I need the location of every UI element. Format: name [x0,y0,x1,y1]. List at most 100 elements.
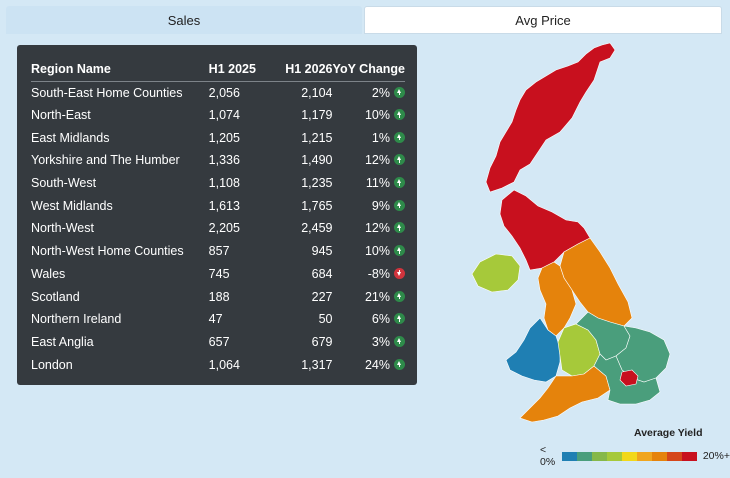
table-row[interactable]: East Anglia 657 679 3% [31,331,405,354]
yoy-change-cell: 11% [333,172,405,195]
region-name-cell: West Midlands [31,198,113,213]
h1-2026-cell: 227 [311,289,333,304]
yoy-change-value: 10% [364,244,390,259]
h1-2026-cell: 1,179 [301,108,333,123]
header-yoy-change[interactable]: YoY Change [332,57,405,82]
h1-2025-cell: 1,336 [208,153,240,168]
yoy-change-cell: 6% [333,308,405,331]
legend-min-label: < 0% [540,444,556,468]
legend-max-label: 20%+ [702,450,730,462]
arrow-up-icon [394,245,405,257]
table-row[interactable]: South-East Home Counties 2,056 2,104 2% [31,81,405,104]
table-row[interactable]: North-East 1,074 1,179 10% [31,104,405,127]
region-name-cell: Scotland [31,289,80,304]
yoy-change-value: 2% [371,85,390,100]
region-name-cell: North-West [31,221,94,236]
table-row[interactable]: North-West Home Counties 857 945 10% [31,240,405,263]
h1-2025-cell: 47 [208,312,223,327]
yoy-change-value: 1% [371,130,390,145]
table-row[interactable]: Yorkshire and The Humber 1,336 1,490 12% [31,149,405,172]
h1-2025-cell: 857 [208,244,230,259]
header-h1-2026[interactable]: H1 2026 [274,57,333,82]
legend-swatch [666,451,682,461]
map-region-south-west[interactable] [519,365,611,423]
arrow-up-icon [394,86,405,98]
legend: < 0% 20%+ [540,444,730,468]
h1-2026-cell: 2,104 [301,85,333,100]
region-name-cell: East Midlands [31,130,110,145]
legend-swatch [591,451,607,461]
legend-swatch [651,451,667,461]
h1-2026-cell: 1,490 [301,153,333,168]
yoy-change-cell: 3% [333,331,405,354]
arrow-up-icon [394,290,405,302]
sales-table-panel: Region Name H1 2025 H1 2026 YoY Change S… [17,45,417,385]
arrow-down-icon [394,267,405,279]
yoy-change-cell: 12% [333,149,405,172]
yoy-change-cell: 9% [333,194,405,217]
tab-avg-price[interactable]: Avg Price [364,6,722,34]
table-row[interactable]: Northern Ireland 47 50 6% [31,308,405,331]
yoy-change-cell: 10% [333,104,405,127]
table-row[interactable]: North-West 2,205 2,459 12% [31,217,405,240]
yoy-change-cell: 21% [333,285,405,308]
legend-swatch [636,451,652,461]
legend-swatch [561,451,577,461]
legend-title: Average Yield [634,427,703,439]
h1-2026-cell: 1,765 [301,198,333,213]
arrow-up-icon [394,109,405,121]
region-name-cell: Wales [31,266,66,281]
header-h1-2025[interactable]: H1 2025 [208,57,275,82]
map-region-london[interactable] [619,369,639,387]
arrow-up-icon [394,313,405,325]
map-region-scotland[interactable] [485,42,616,271]
yoy-change-value: 9% [371,198,390,213]
map-region-wales[interactable] [505,317,561,383]
yoy-change-value: 24% [364,357,390,372]
h1-2026-cell: 679 [311,334,333,349]
map-region-northern-ireland[interactable] [471,253,521,293]
yoy-change-value: 12% [364,153,390,168]
h1-2026-cell: 684 [311,266,333,281]
table-row[interactable]: South-West 1,108 1,235 11% [31,172,405,195]
arrow-up-icon [394,358,405,370]
h1-2026-cell: 1,317 [301,357,333,372]
h1-2026-cell: 2,459 [301,221,333,236]
header-region-name[interactable]: Region Name [31,57,209,82]
table-row[interactable]: West Midlands 1,613 1,765 9% [31,194,405,217]
region-name-cell: East Anglia [31,334,94,349]
table-body: South-East Home Counties 2,056 2,104 2% Nort… [31,81,405,376]
legend-swatch [681,451,697,461]
region-name-cell: Yorkshire and The Humber [31,153,180,168]
h1-2025-cell: 1,074 [208,108,240,123]
h1-2025-cell: 1,205 [208,130,240,145]
table-row[interactable]: London 1,064 1,317 24% [31,353,405,376]
yoy-change-cell: 24% [333,353,405,376]
arrow-up-icon [394,131,405,143]
region-name-cell: Northern Ireland [31,312,122,327]
uk-region-map [471,42,671,423]
table-row[interactable]: Scotland 188 227 21% [31,285,405,308]
yoy-change-cell: 10% [333,240,405,263]
region-name-cell: South-West [31,176,97,191]
region-name-cell: London [31,357,73,372]
h1-2025-cell: 188 [208,289,230,304]
yoy-change-cell: 12% [333,217,405,240]
tab-sales[interactable]: Sales [6,6,362,34]
table-header-row: Region Name H1 2025 H1 2026 YoY Change [31,57,405,82]
legend-swatch [606,451,622,461]
h1-2025-cell: 657 [208,334,230,349]
h1-2025-cell: 2,056 [208,85,240,100]
yoy-change-value: 21% [364,289,390,304]
h1-2026-cell: 1,235 [301,176,333,191]
table-row[interactable]: East Midlands 1,205 1,215 1% [31,126,405,149]
region-name-cell: North-West Home Counties [31,244,184,259]
yoy-change-value: 11% [365,176,390,191]
arrow-up-icon [394,335,405,347]
table-row[interactable]: Wales 745 684 -8% [31,263,405,286]
yoy-change-value: 3% [371,334,390,349]
h1-2026-cell: 50 [318,312,333,327]
yoy-change-cell: 2% [333,81,405,104]
yoy-change-cell: 1% [333,126,405,149]
sales-table: Region Name H1 2025 H1 2026 YoY Change S… [31,57,405,376]
